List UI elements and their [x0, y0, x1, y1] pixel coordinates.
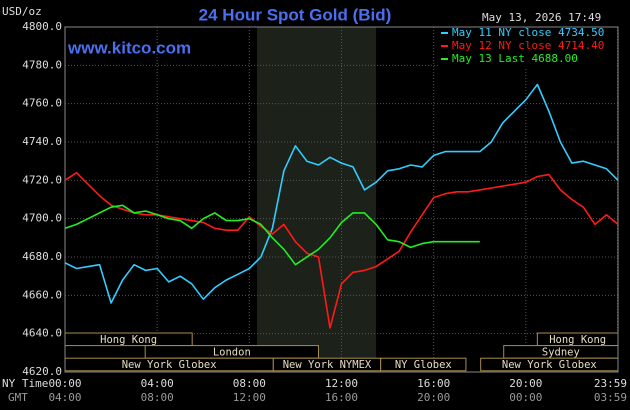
y-axis-label: USD/oz: [2, 5, 42, 18]
series-line: [64, 83, 619, 304]
x-tick-label-gmt: 20:00: [417, 391, 450, 404]
session-label: Sydney: [542, 346, 580, 358]
series-line: [64, 204, 480, 266]
x-tick-label-gmt: 03:59: [594, 391, 627, 404]
session-label: New York Globex: [502, 359, 597, 371]
session-label: New York NYMEX: [283, 359, 372, 371]
source-label: www.kitco.com: [67, 38, 191, 57]
legend-entry: May 13 Last 4688.00: [452, 52, 578, 65]
y-tick-label: 4780.0: [22, 58, 62, 71]
session-label: NY Globex: [395, 359, 452, 371]
x-row-label: NY Time: [2, 377, 48, 390]
y-tick-label: 4720.0: [22, 173, 62, 186]
session-label: New York Globex: [122, 359, 217, 371]
x-tick-label: 00:00: [48, 377, 81, 390]
y-tick-label: 4760.0: [22, 97, 62, 110]
x-row-label: GMT: [8, 391, 28, 404]
session-box: [380, 357, 467, 372]
session-label: Hong Kong: [100, 334, 157, 346]
x-tick-label: 08:00: [233, 377, 266, 390]
legend-box: [438, 28, 617, 68]
x-tick-label-gmt: 00:00: [509, 391, 542, 404]
y-tick-label: 4620.0: [22, 365, 62, 378]
session-label: London: [213, 346, 251, 358]
y-tick-label: 4700.0: [22, 212, 62, 225]
legend-entry: May 12 NY close 4714.40: [452, 39, 604, 52]
session-label: Hong Kong: [549, 334, 606, 346]
y-tick-label: 4640.0: [22, 327, 62, 340]
x-tick-label-gmt: 08:00: [141, 391, 174, 404]
y-tick-label: 4660.0: [22, 288, 62, 301]
y-tick-label: 4740.0: [22, 135, 62, 148]
x-tick-label-gmt: 16:00: [325, 391, 358, 404]
x-tick-label: 20:00: [509, 377, 542, 390]
y-tick-label: 4800.0: [22, 20, 62, 33]
x-tick-label-gmt: 12:00: [233, 391, 266, 404]
x-tick-label: 23:59: [594, 377, 627, 390]
y-tick-label: 4680.0: [22, 250, 62, 263]
timestamp: May 13, 2026 17:49: [482, 11, 601, 24]
highlight-band: [256, 27, 377, 372]
plot-frame: [64, 26, 619, 373]
x-tick-label: 16:00: [417, 377, 450, 390]
legend-entry: May 11 NY close 4734.50: [452, 26, 604, 39]
chart-title: 24 Hour Spot Gold (Bid): [199, 5, 392, 24]
x-tick-label-gmt: 04:00: [48, 391, 81, 404]
x-tick-label: 12:00: [325, 377, 358, 390]
x-tick-label: 04:00: [141, 377, 174, 390]
